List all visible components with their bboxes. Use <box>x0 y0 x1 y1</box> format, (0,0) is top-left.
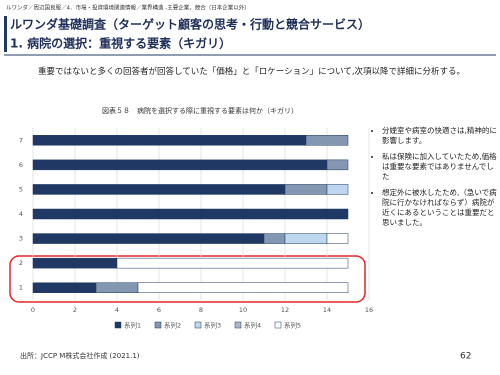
bar-segment <box>32 208 349 220</box>
bar-segment <box>284 184 328 195</box>
y-tick-label: 3 <box>19 235 23 243</box>
x-tick-label: 10 <box>239 306 247 314</box>
legend-swatch <box>114 321 122 329</box>
legend-label: 系列5 <box>284 321 301 330</box>
legend-swatch <box>274 321 282 329</box>
bar-segment <box>326 159 349 171</box>
legend-label: 系列2 <box>164 321 181 330</box>
bar-segment <box>32 257 118 269</box>
title: 1. 病院の選択：重視する要素（キガリ） <box>10 36 231 51</box>
bar-segment <box>305 135 349 146</box>
x-tick-label: 14 <box>323 306 331 314</box>
y-tick-label: 1 <box>19 284 23 292</box>
x-tick-label: 4 <box>115 306 119 314</box>
body-text: 重要ではないと多くの回答者が回答していた「価格」と「ロケーション」について,次項… <box>38 67 466 77</box>
bar-segment <box>284 233 328 244</box>
legend-swatch <box>194 321 202 329</box>
y-tick-label: 4 <box>19 210 23 218</box>
note: 私は保険に加入していたため,価格は重要な要素ではありませんでした <box>382 152 500 182</box>
legend-swatch <box>154 321 162 329</box>
y-tick-label: 5 <box>19 185 23 193</box>
bar-segment <box>32 233 265 244</box>
bar-segment <box>326 184 349 195</box>
title-accent <box>4 16 7 52</box>
x-tick-label: 12 <box>281 306 289 314</box>
bar-segment <box>32 184 286 195</box>
x-tick-label: 16 <box>365 306 373 314</box>
legend-swatch <box>234 321 242 329</box>
title: ルワンダ基礎調査（ターゲット顧客の思考・行動と競合サービス） <box>10 17 370 32</box>
x-tick-label: 2 <box>73 306 77 314</box>
breadcrumb: ルワンダ／周辺国良服／4．市場・投資環境関連情報／業界構造 -主要企業，競合（日… <box>6 4 250 12</box>
y-tick-label: 6 <box>19 161 23 169</box>
bar-segment <box>116 257 349 269</box>
x-tick-label: 8 <box>199 306 203 314</box>
x-tick-label: 6 <box>157 306 161 314</box>
source: 出所：JCCP M株式会社作成 (2021.1) <box>20 351 140 360</box>
legend-label: 系列1 <box>124 321 141 330</box>
bar-segment <box>326 233 349 244</box>
bar-segment <box>263 233 286 244</box>
notes: 分娩室や病室の快適さは,精神的に影響します。私は保険に加入していたため,価格は重… <box>372 126 500 234</box>
y-tick-label: 7 <box>19 136 23 144</box>
page-number: 62 <box>460 352 471 362</box>
highlight-box <box>9 255 366 303</box>
bar-segment <box>32 135 307 146</box>
x-tick-label: 0 <box>31 306 35 314</box>
bar-segment <box>137 282 349 293</box>
note: 分娩室や病室の快適さは,精神的に影響します。 <box>382 126 500 146</box>
y-tick-label: 2 <box>19 259 23 267</box>
legend-label: 系列4 <box>244 321 261 330</box>
bar-segment <box>95 282 139 293</box>
legend-label: 系列3 <box>204 321 221 330</box>
note: 想定外に被水したため,（急いで病院に行かなければならず）病院が近くにあるというこ… <box>382 188 500 228</box>
bar-segment <box>32 282 97 293</box>
bar-segment <box>32 159 328 171</box>
chart-title: 図表５８ 病院を選択する際に重視する要素は何か（キガリ） <box>102 106 298 115</box>
